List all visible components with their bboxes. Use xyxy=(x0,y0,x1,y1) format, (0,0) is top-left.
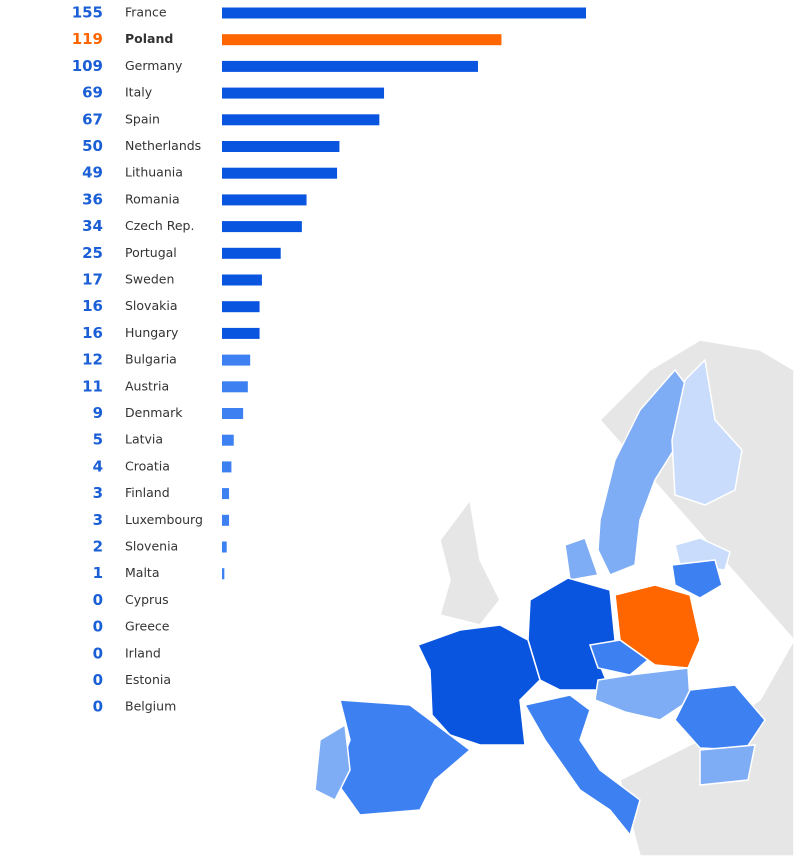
bar xyxy=(222,514,230,526)
value-label: 5 xyxy=(93,431,103,449)
map-france xyxy=(416,624,541,746)
category-label: Finland xyxy=(125,485,170,500)
map xyxy=(314,339,794,856)
map-bulgaria xyxy=(699,744,756,786)
value-label: 0 xyxy=(93,591,103,609)
value-label: 3 xyxy=(93,511,103,529)
bar xyxy=(222,114,380,126)
category-label: Greece xyxy=(125,619,170,634)
map-romania xyxy=(674,684,766,751)
value-label: 50 xyxy=(82,137,103,155)
value-label: 16 xyxy=(82,324,103,342)
value-label: 3 xyxy=(93,484,103,502)
value-label: 4 xyxy=(93,457,103,475)
value-label: 67 xyxy=(82,110,103,128)
value-label: 109 xyxy=(72,57,103,75)
map-lithuania xyxy=(671,559,723,599)
value-label: 11 xyxy=(82,377,103,395)
category-label: Estonia xyxy=(125,672,171,687)
bar xyxy=(222,221,302,233)
map-czech xyxy=(588,639,650,676)
value-label: 0 xyxy=(93,644,103,662)
category-label: Croatia xyxy=(125,458,170,473)
category-label: Slovenia xyxy=(125,539,178,554)
bar xyxy=(222,541,227,553)
bar xyxy=(222,381,248,393)
value-label: 9 xyxy=(93,404,103,422)
value-label: 16 xyxy=(82,297,103,315)
bar xyxy=(222,354,251,366)
bar xyxy=(222,247,281,259)
bar xyxy=(222,488,230,500)
category-label: Luxembourg xyxy=(125,512,203,527)
category-label: Romania xyxy=(125,191,180,206)
category-label: Austria xyxy=(125,378,169,393)
value-label: 25 xyxy=(82,244,103,262)
bar xyxy=(222,34,502,46)
category-label: Belgium xyxy=(125,699,176,714)
bar xyxy=(222,194,307,206)
value-label: 34 xyxy=(82,217,103,235)
value-label: 49 xyxy=(82,164,103,182)
value-label: 69 xyxy=(82,84,103,102)
value-label: 12 xyxy=(82,351,103,369)
bar xyxy=(222,60,478,72)
category-label: Italy xyxy=(125,85,153,100)
category-label: Hungary xyxy=(125,325,179,340)
category-label: Czech Rep. xyxy=(125,218,194,233)
bar xyxy=(222,408,244,419)
category-label: Denmark xyxy=(125,405,183,420)
category-label: Portugal xyxy=(125,245,177,260)
category-label: Latvia xyxy=(125,432,163,447)
bar xyxy=(222,7,586,19)
bar xyxy=(222,461,232,473)
bar xyxy=(222,327,260,339)
value-label: 36 xyxy=(82,190,103,208)
category-label: Poland xyxy=(125,31,173,46)
map-italy xyxy=(523,694,641,837)
value-label: 119 xyxy=(72,30,103,48)
map-finland xyxy=(671,358,743,506)
category-label: Slovakia xyxy=(125,298,177,313)
bar xyxy=(222,301,260,313)
bar xyxy=(222,167,338,179)
value-label: 2 xyxy=(93,538,103,556)
value-label: 155 xyxy=(72,4,103,22)
category-label: Cyprus xyxy=(125,592,169,607)
map-denmark xyxy=(564,537,599,581)
map-germany xyxy=(527,577,616,691)
category-label: Bulgaria xyxy=(125,352,177,367)
bar xyxy=(222,87,385,99)
map-uk xyxy=(439,498,501,626)
category-label: Irland xyxy=(125,645,161,660)
value-label: 0 xyxy=(93,698,103,716)
map-slovakia-hungary xyxy=(594,667,691,721)
bar xyxy=(222,274,262,286)
category-label: Sweden xyxy=(125,272,174,287)
category-label: Netherlands xyxy=(125,138,201,153)
value-label: 1 xyxy=(93,564,103,582)
category-label: Lithuania xyxy=(125,165,183,180)
value-label: 0 xyxy=(93,618,103,636)
bar xyxy=(222,568,225,580)
category-label: France xyxy=(125,5,167,20)
category-label: Spain xyxy=(125,111,160,126)
map-portugal xyxy=(314,723,351,802)
value-label: 0 xyxy=(93,671,103,689)
value-label: 17 xyxy=(82,271,103,289)
bar xyxy=(222,141,340,152)
category-label: Malta xyxy=(125,565,159,580)
category-label: Germany xyxy=(125,58,183,73)
bar xyxy=(222,434,234,446)
map-sweden xyxy=(597,368,691,576)
